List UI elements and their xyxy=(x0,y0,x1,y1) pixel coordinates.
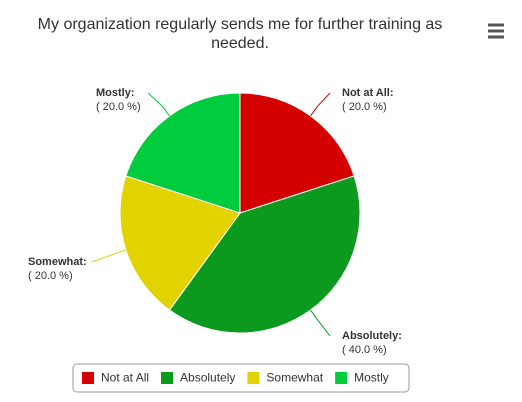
data-label-value: ( 20.0 %) xyxy=(96,101,141,113)
data-label-name: Somewhat: xyxy=(28,256,87,268)
legend-label[interactable]: Mostly xyxy=(354,371,389,385)
label-connector xyxy=(310,92,331,117)
legend-label[interactable]: Absolutely xyxy=(180,371,235,385)
label-connector xyxy=(310,309,331,337)
pie-slice xyxy=(239,92,355,214)
legend-swatch xyxy=(82,372,94,384)
data-label-name: Mostly: xyxy=(96,87,135,99)
data-label-value: ( 40.0 %) xyxy=(342,344,387,356)
legend-label[interactable]: Somewhat xyxy=(266,371,323,385)
legend-swatch xyxy=(335,372,348,384)
legend-item[interactable]: Somewhat xyxy=(247,371,324,385)
legend-item[interactable]: Absolutely xyxy=(161,371,235,385)
data-label-name: Not at All: xyxy=(342,87,394,99)
pie-slice xyxy=(119,175,241,311)
data-label-value: ( 20.0 %) xyxy=(28,270,73,282)
legend-label[interactable]: Not at All xyxy=(101,371,149,385)
legend-item[interactable]: Mostly xyxy=(335,371,389,385)
legend-swatch xyxy=(161,372,174,384)
label-connector xyxy=(91,249,127,263)
data-label-value: ( 20.0 %) xyxy=(342,101,387,113)
legend-item[interactable]: Not at All xyxy=(82,371,149,385)
legend-swatch xyxy=(247,372,260,384)
menu-button[interactable] xyxy=(486,22,506,40)
pie-slice xyxy=(125,92,241,214)
chart-title: My organization regularly sends me for f… xyxy=(37,16,443,52)
label-connector xyxy=(147,92,170,117)
legend-box xyxy=(72,363,410,393)
data-label-name: Absolutely: xyxy=(342,330,402,342)
